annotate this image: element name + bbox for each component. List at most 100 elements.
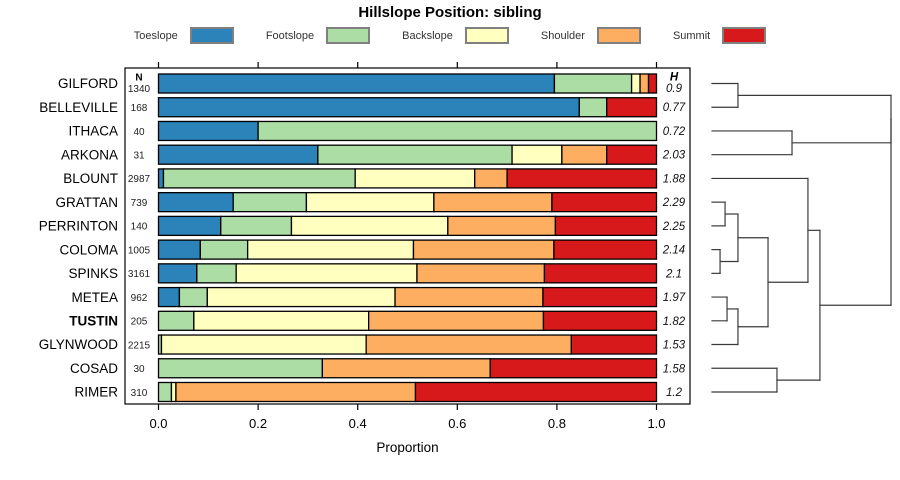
series-label: BLOUNT — [63, 171, 118, 186]
series-label: RIMER — [75, 385, 119, 400]
series-label: ARKONA — [61, 147, 118, 162]
bar-segment-summit — [570, 334, 658, 355]
h-value: 1.53 — [663, 340, 686, 352]
h-column-header: H — [670, 72, 679, 84]
bar-segment-shoulder — [175, 381, 417, 403]
h-value: 2.03 — [662, 150, 686, 162]
bar-segment-toeslope — [157, 144, 319, 165]
bar-segment-backslope — [354, 168, 476, 189]
h-value: 1.88 — [663, 173, 686, 185]
bar-segment-footslope — [578, 97, 608, 118]
bar-segment-summit — [647, 73, 658, 94]
bar-segment-footslope — [220, 215, 293, 237]
legend-label: Toeslope — [133, 29, 178, 42]
series-label: GLYNWOOD — [39, 337, 119, 352]
x-axis-title: Proportion — [376, 440, 438, 455]
legend-item: Shoulder — [541, 27, 641, 44]
bar-segment-footslope — [257, 120, 658, 142]
bar-segment-backslope — [290, 215, 449, 237]
bar-segment-backslope — [193, 310, 370, 331]
legend-label: Shoulder — [540, 29, 585, 42]
bar-segment-summit — [553, 239, 658, 260]
bar-segment-summit — [554, 215, 658, 237]
h-value: 0.9 — [666, 83, 683, 95]
legend-item: Toeslope — [134, 27, 234, 44]
bar-segment-shoulder — [368, 310, 545, 331]
bar-segment-toeslope — [157, 239, 201, 260]
legend-item: Footslope — [265, 27, 371, 44]
x-tick-label: 0.0 — [149, 416, 167, 431]
bar-segment-shoulder — [394, 286, 544, 308]
h-value: 0.77 — [663, 102, 686, 114]
bar-segment-summit — [606, 97, 658, 118]
series-label: PERRINTON — [39, 219, 118, 234]
bar-segment-shoulder — [447, 215, 557, 237]
bar-segment-footslope — [317, 144, 513, 165]
bar-segment-shoulder — [433, 191, 553, 213]
bar-segment-toeslope — [157, 120, 259, 142]
n-value: 168 — [131, 103, 148, 114]
n-value: 2215 — [128, 340, 151, 351]
bar-segment-toeslope — [157, 263, 198, 284]
bar-segment-shoulder — [321, 358, 491, 379]
bar-segment-summit — [542, 310, 658, 331]
series-label: TUSTIN — [69, 314, 118, 329]
h-value: 2.29 — [662, 197, 686, 209]
n-value: 310 — [131, 388, 148, 399]
bar-segment-footslope — [196, 263, 237, 284]
legend-swatch — [722, 27, 767, 44]
n-column-header: N — [135, 73, 142, 84]
legend-item: Backslope — [402, 27, 509, 44]
bar-segment-shoulder — [412, 239, 555, 260]
series-label: GRATTAN — [56, 195, 119, 210]
n-value: 31 — [133, 150, 145, 161]
series-label: SPINKS — [68, 266, 118, 281]
bar-segment-summit — [489, 358, 658, 379]
bar-segment-summit — [506, 168, 658, 189]
bar-segment-backslope — [170, 381, 177, 403]
bar-segment-toeslope — [157, 168, 165, 189]
bar-segment-toeslope — [157, 191, 234, 213]
chart-title: Hillslope Position: sibling — [358, 4, 542, 21]
x-tick-label: 1.0 — [647, 416, 665, 431]
h-value: 1.82 — [663, 316, 686, 328]
n-value: 739 — [131, 198, 148, 209]
bar-segment-backslope — [160, 334, 367, 355]
h-value: 1.97 — [663, 292, 686, 304]
n-value: 3161 — [128, 269, 151, 280]
bar-segment-toeslope — [157, 97, 580, 118]
bar-segment-shoulder — [639, 73, 650, 94]
bar-segment-summit — [543, 263, 658, 284]
h-value: 2.25 — [662, 221, 686, 233]
n-value: 1005 — [128, 245, 151, 256]
n-value: 140 — [131, 222, 148, 233]
n-value: 205 — [131, 317, 148, 328]
legend-swatch — [464, 27, 509, 44]
bar-segment-shoulder — [561, 144, 608, 165]
series-label: ITHACA — [68, 124, 118, 139]
bar-segment-footslope — [157, 310, 195, 331]
legend-item: Summit — [672, 27, 767, 44]
bar-segment-summit — [606, 144, 658, 165]
n-value: 2987 — [128, 174, 151, 185]
bar-segment-summit — [542, 286, 658, 308]
bar-segment-footslope — [553, 73, 633, 94]
bar-segment-backslope — [630, 73, 641, 94]
legend-label: Footslope — [265, 29, 315, 42]
bar-segment-backslope — [511, 144, 563, 165]
legend-label: Backslope — [402, 29, 453, 42]
h-value: 1.58 — [663, 363, 686, 375]
h-value: 2.1 — [665, 268, 682, 280]
h-value: 0.72 — [663, 126, 686, 138]
series-label: BELLEVILLE — [39, 100, 118, 115]
bar-segment-backslope — [206, 286, 396, 308]
legend-swatch — [326, 27, 371, 44]
legend-label: Summit — [672, 29, 711, 42]
n-value: 30 — [133, 364, 145, 375]
series-label: GILFORD — [58, 76, 118, 91]
n-value: 1340 — [128, 84, 151, 95]
bar-segment-footslope — [157, 358, 323, 379]
h-value: 1.2 — [666, 387, 683, 399]
bar-segment-summit — [551, 191, 658, 213]
